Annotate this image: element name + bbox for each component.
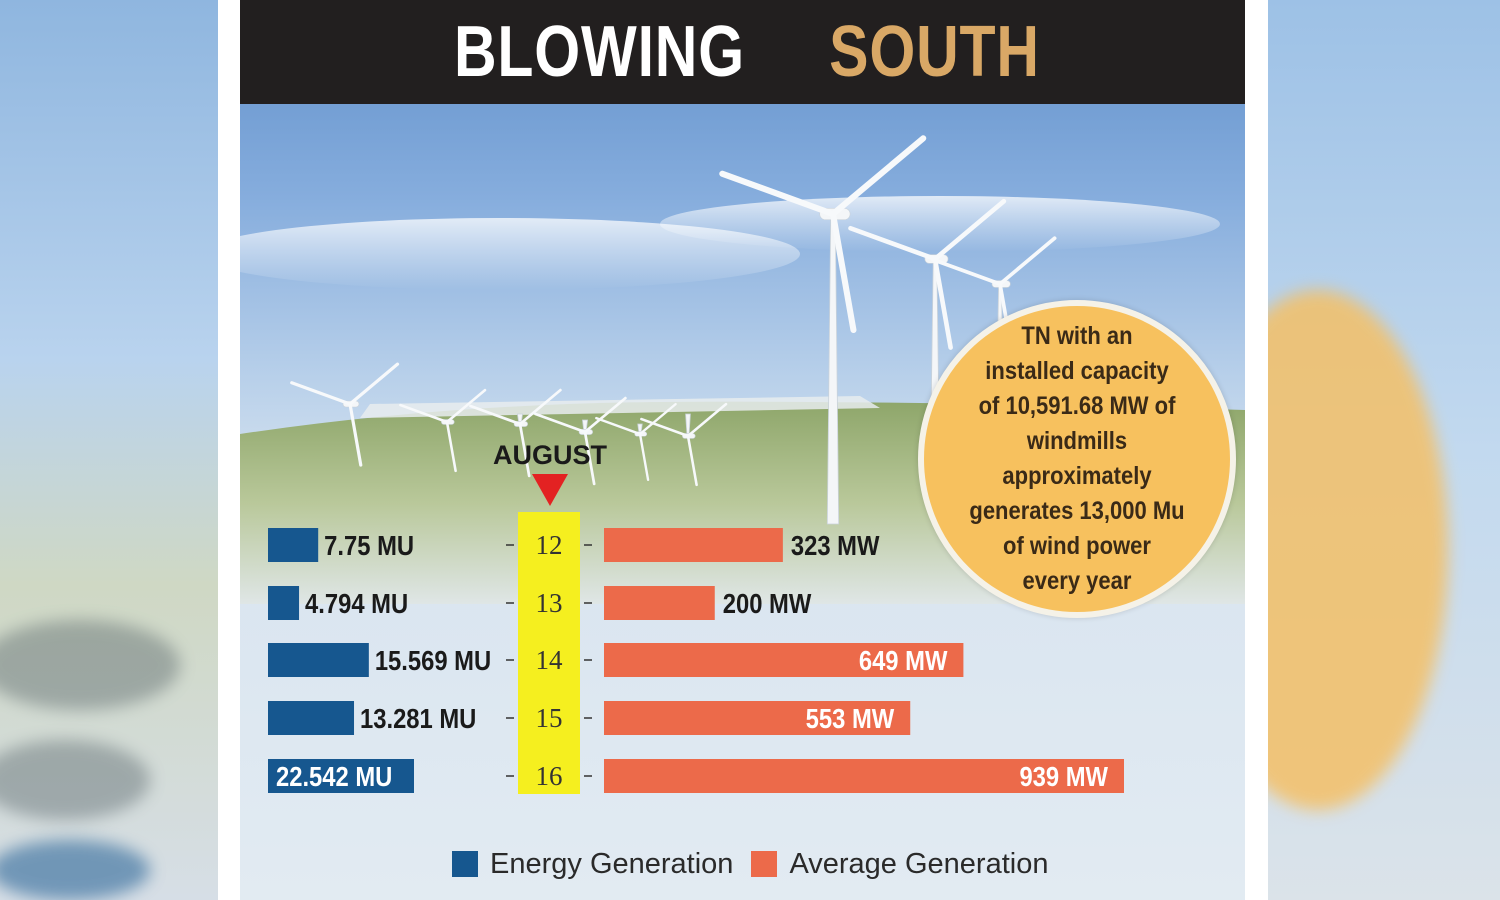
cloud — [240, 218, 800, 290]
info-line: windmills approximately — [1002, 427, 1152, 490]
wind-turbine — [469, 388, 562, 478]
info-circle-text: TN with an installed capacity of 10,591.… — [958, 319, 1196, 599]
average-value-label: 323 MW — [791, 529, 880, 561]
chart-marks: AUGUST 12 7.75 MU 323 MW 13 4.794 MU 200 MW 14 1… — [268, 440, 1124, 794]
date-highlight-column — [518, 512, 580, 794]
info-line: TN with an — [1021, 322, 1133, 350]
background-left-blur — [0, 0, 218, 900]
blur-shape — [1268, 290, 1448, 810]
generation-chart: AUGUST 12 7.75 MU 323 MW 13 4.794 MU 200 MW 14 1… — [268, 440, 1124, 794]
info-line: every year — [1022, 567, 1132, 595]
chart-legend: Energy Generation Average Generation — [452, 846, 1066, 882]
wind-turbine — [534, 396, 627, 486]
background-right-blur — [1268, 0, 1500, 900]
date-label: 16 — [536, 761, 563, 791]
month-marker-icon — [532, 474, 568, 506]
legend-item-average: Average Generation — [751, 848, 1048, 881]
average-bar — [604, 643, 964, 677]
energy-value-label: 4.794 MU — [305, 587, 408, 619]
energy-value-label: 7.75 MU — [324, 529, 414, 561]
right-gutter — [1245, 0, 1268, 900]
title-word-1: BLOWING — [453, 12, 745, 92]
energy-value-label: 13.281 MU — [360, 702, 476, 734]
date-label: 12 — [536, 530, 563, 560]
info-line: of 10,591.68 MW of — [978, 392, 1176, 420]
title-bar: BLOWING SOUTH — [240, 0, 1245, 104]
wind-turbine — [290, 362, 400, 467]
legend-label-average: Average Generation — [789, 847, 1049, 880]
legend-item-energy: Energy Generation — [452, 848, 733, 881]
date-label: 14 — [536, 645, 564, 675]
energy-bar — [268, 759, 414, 793]
legend-label-energy: Energy Generation — [490, 847, 734, 880]
energy-bar — [268, 528, 319, 562]
month-label: AUGUST — [493, 440, 608, 470]
infographic-card: BLOWING SOUTH AUGUST 12 7.75 MU 323 MW 13 4.79… — [240, 0, 1245, 900]
info-circle: TN with an installed capacity of 10,591.… — [918, 300, 1236, 618]
info-line: of wind power — [1003, 532, 1151, 560]
wind-turbine — [595, 402, 677, 481]
energy-value-label: 22.542 MU — [276, 760, 392, 792]
energy-bar — [268, 586, 300, 620]
blur-shape — [0, 840, 150, 900]
date-label: 13 — [536, 588, 563, 618]
wind-turbine — [719, 135, 927, 525]
energy-bar — [268, 643, 369, 677]
average-bar — [604, 759, 1124, 793]
average-bar — [604, 586, 715, 620]
average-value-label: 553 MW — [806, 702, 895, 734]
blur-shape — [0, 740, 150, 820]
average-value-label: 939 MW — [1019, 760, 1108, 792]
legend-swatch-average — [751, 851, 778, 877]
wind-turbine — [640, 402, 728, 487]
cloud — [660, 196, 1220, 252]
info-line: installed capacity — [985, 357, 1169, 385]
energy-value-label: 15.569 MU — [375, 644, 491, 676]
energy-bar — [268, 701, 355, 735]
wind-turbine — [399, 388, 487, 473]
average-bar — [604, 528, 783, 562]
average-value-label: 649 MW — [859, 644, 948, 676]
date-label: 15 — [536, 703, 563, 733]
average-bar — [604, 701, 911, 735]
average-value-label: 200 MW — [723, 587, 812, 619]
blur-shape — [0, 620, 180, 710]
title-word-2: SOUTH — [829, 12, 1041, 92]
legend-swatch-energy — [452, 851, 478, 877]
info-line: generates 13,000 Mu — [969, 497, 1185, 525]
left-gutter — [218, 0, 240, 900]
